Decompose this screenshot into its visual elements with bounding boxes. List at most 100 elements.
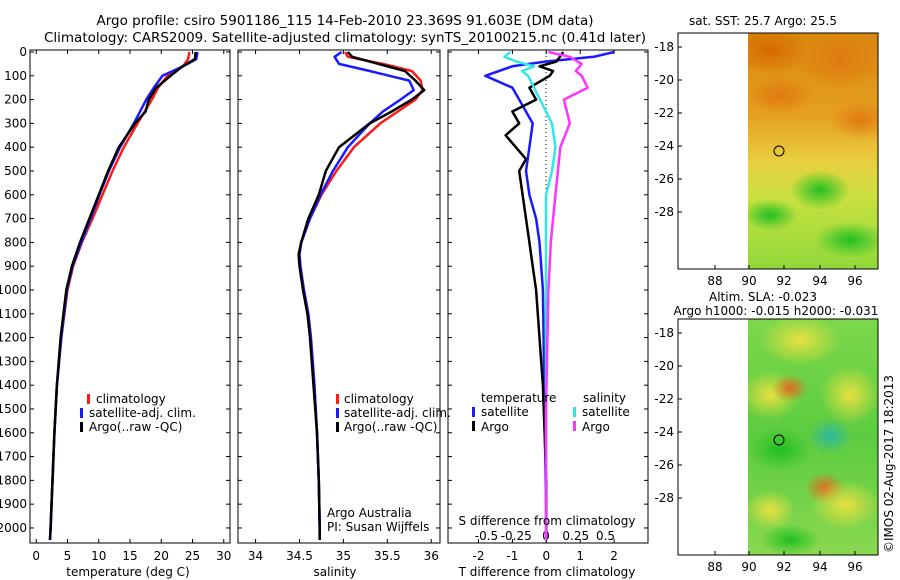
x-tick-label: 2 [610, 549, 618, 563]
map-x-tick-label: 88 [707, 274, 722, 288]
series-line-temperature-satellite [484, 50, 615, 540]
y-tick-label: 300 [4, 116, 27, 130]
salinity-ticks: 34 34.5 35 35.5 36 [238, 50, 440, 563]
temperature-ticks: 0100200300400500600700800900100011001200… [0, 45, 231, 563]
x2-tick-label: -0.25 [501, 529, 532, 543]
y-tick-label: 1400 [0, 378, 27, 392]
temperature-axes [29, 49, 231, 544]
legend-swatch-temp-satellite [472, 407, 475, 417]
map-x-tick-label: 94 [812, 560, 827, 574]
legend-label-sal-satellite: satellite [582, 405, 630, 419]
difference-series [484, 50, 615, 540]
x2-tick-label: -0.5 [475, 529, 498, 543]
sst-map-axes [677, 32, 879, 270]
map-y-tick-label: -28 [654, 491, 674, 505]
series-line-climatology [48, 51, 191, 540]
map-x-tick-label: 90 [741, 560, 756, 574]
map-x-tick-label: 96 [847, 560, 862, 574]
x-tick-label: 35.5 [374, 549, 401, 563]
figure-title-line1: Argo profile: csiro 5901186_115 14-Feb-2… [97, 13, 594, 29]
x-tick-label: 0 [542, 549, 550, 563]
salinity-series [297, 50, 426, 540]
legend-swatch-sal-satellite [573, 407, 576, 417]
difference-xlabel: T difference from climatology [458, 565, 636, 579]
legend-label-satellite-adj: satellite-adj. clim. [89, 406, 196, 420]
salinity-legend: climatology satellite-adj. clim. Argo(..… [336, 392, 451, 434]
legend-swatch-satellite-adj [80, 408, 83, 418]
x-tick-label: -1 [506, 549, 518, 563]
legend-header-salinity: salinity [583, 391, 626, 405]
x-tick-label: 0 [32, 549, 40, 563]
legend-label-argo: Argo(..raw -QC) [344, 420, 437, 434]
legend-swatch-temp-argo [472, 421, 475, 431]
map-y-tick-label: -26 [654, 172, 674, 186]
map-y-tick-label: -24 [654, 425, 674, 439]
sla-map-title-line1: Altim. SLA: -0.023 [709, 290, 817, 304]
legend-label-temp-satellite: satellite [481, 405, 529, 419]
temperature-legend: climatology satellite-adj. clim. Argo(..… [80, 392, 196, 434]
x-tick-label: 15 [122, 549, 137, 563]
y-tick-label: 900 [4, 259, 27, 273]
imos-credit: ©IMOS 02-Aug-2017 18:2013 [882, 375, 896, 553]
legend-swatch-sal-argo [573, 421, 576, 431]
map-y-tick-label: -26 [654, 458, 674, 472]
sla-map-ticks: 88 90 92 94 96 -18 -20 -22 -24 -26 -28 [654, 326, 862, 574]
sst-map-ticks: 88 90 92 94 96 -18 -20 -22 -24 -26 -28 [654, 40, 862, 288]
y-tick-label: 700 [4, 212, 27, 226]
y-tick-label: 1900 [0, 497, 27, 511]
x-tick-label: 30 [216, 549, 231, 563]
y-tick-label: 200 [4, 93, 27, 107]
sla-map-title-line2: Argo h1000: -0.015 h2000: -0.031 [674, 304, 879, 318]
x2-tick-label: 0.25 [562, 529, 589, 543]
x-tick-label: 25 [185, 549, 200, 563]
y-tick-label: 1500 [0, 402, 27, 416]
legend-label-argo: Argo(..raw -QC) [89, 420, 182, 434]
argo-australia-label: Argo Australia [327, 506, 412, 520]
difference-xlabel-top: S difference from climatology [459, 514, 636, 528]
legend-swatch-argo [336, 422, 339, 432]
legend-label-climatology: climatology [344, 392, 414, 406]
y-tick-label: 1000 [0, 283, 27, 297]
difference-legend: temperature salinity satellite Argo sate… [472, 391, 630, 434]
y-tick-label: 1300 [0, 354, 27, 368]
map-x-tick-label: 94 [812, 274, 827, 288]
map-y-tick-label: -18 [654, 326, 674, 340]
series-line-argo-raw-qc- [48, 51, 197, 540]
series-line-salinity-argo [544, 50, 589, 540]
x-tick-label: 34 [248, 549, 263, 563]
series-line-satellite-adj-clim- [298, 50, 415, 540]
y-tick-label: 1200 [0, 331, 27, 345]
pi-label: PI: Susan Wijffels [327, 520, 429, 534]
map-y-tick-label: -28 [654, 205, 674, 219]
map-y-tick-label: -20 [654, 359, 674, 373]
x-tick-label: 34.5 [286, 549, 313, 563]
y-tick-label: 400 [4, 140, 27, 154]
x-tick-label: 36 [424, 549, 439, 563]
sst-map-image [748, 33, 878, 269]
legend-swatch-argo [80, 422, 83, 432]
x-tick-label: -2 [473, 549, 485, 563]
y-tick-label: 1100 [0, 307, 27, 321]
y-tick-label: 1800 [0, 473, 27, 487]
y-tick-label: 2000 [0, 521, 27, 535]
x-tick-label: 20 [154, 549, 169, 563]
x-tick-label: 35 [336, 549, 351, 563]
difference-axes [447, 49, 649, 544]
map-y-tick-label: -22 [654, 392, 674, 406]
salinity-axes [237, 49, 441, 544]
map-x-tick-label: 92 [776, 274, 791, 288]
y-tick-label: 100 [4, 69, 27, 83]
series-line-temperature-argo [504, 51, 565, 540]
series-line-salinity-satellite [503, 51, 557, 540]
map-y-tick-label: -22 [654, 106, 674, 120]
map-x-tick-label: 90 [741, 274, 756, 288]
legend-label-climatology: climatology [96, 392, 166, 406]
sst-float-marker [773, 145, 785, 157]
legend-swatch-climatology [336, 394, 339, 404]
legend-header-temperature: temperature [481, 391, 556, 405]
map-x-tick-label: 88 [707, 560, 722, 574]
salinity-xlabel: salinity [313, 565, 356, 579]
legend-label-satellite-adj: satellite-adj. clim. [344, 406, 451, 420]
series-line-argo-raw-qc- [297, 51, 426, 540]
temperature-xlabel: temperature (deg C) [66, 565, 189, 579]
